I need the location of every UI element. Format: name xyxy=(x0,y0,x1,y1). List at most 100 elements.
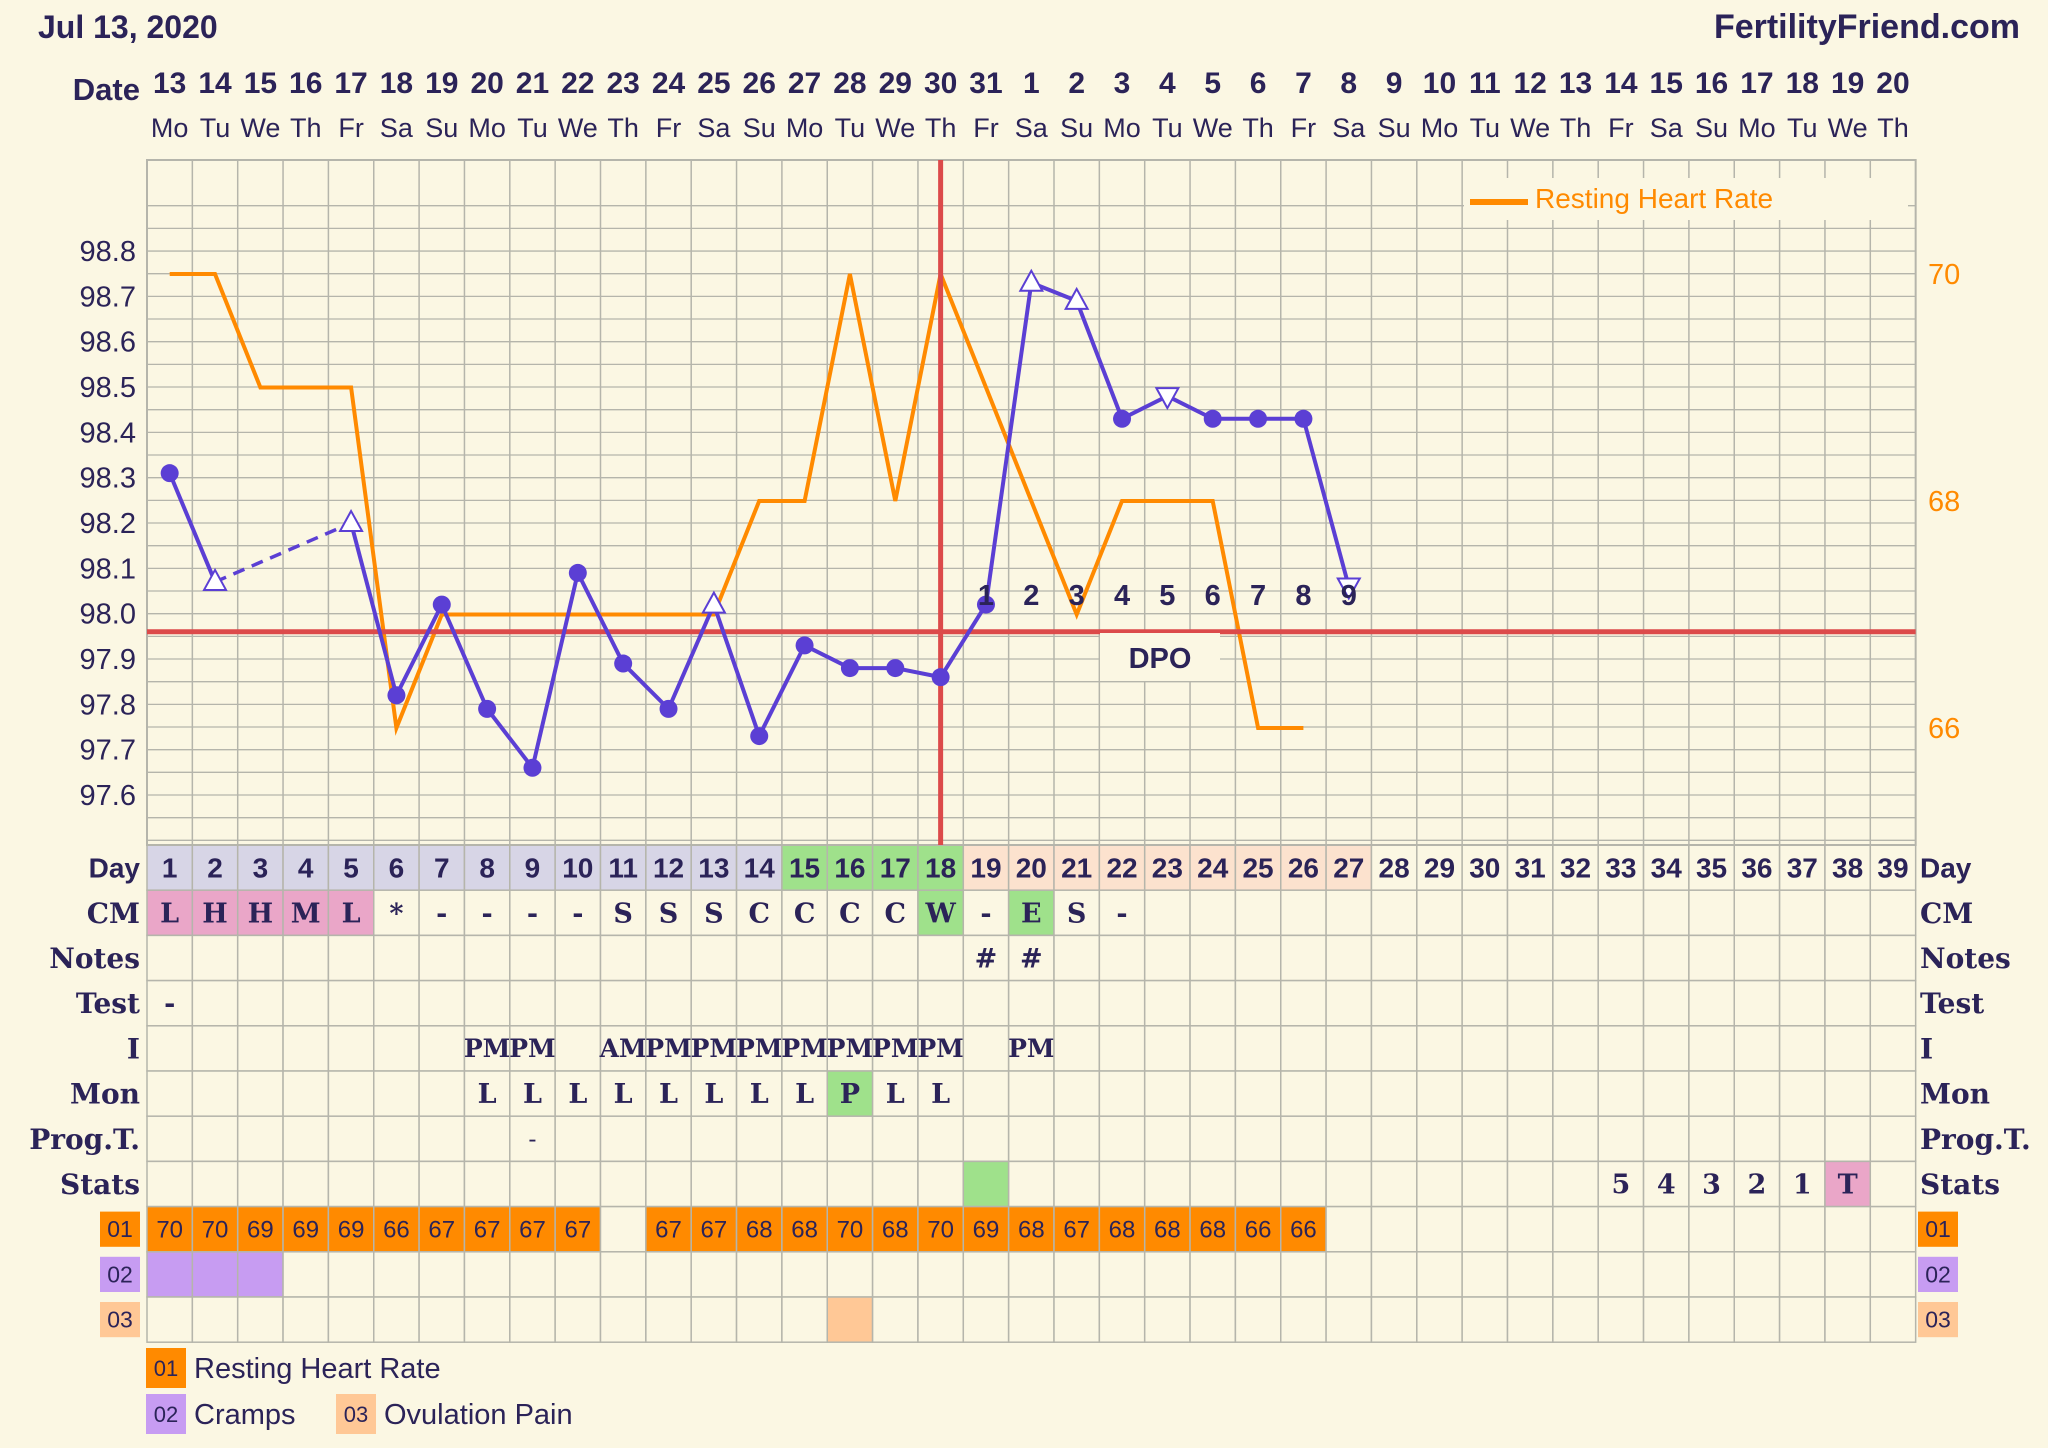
temp-point xyxy=(1113,409,1132,428)
legend-label: Resting Heart Rate xyxy=(194,1353,441,1385)
resting-heart-rate-row-cell xyxy=(1280,1205,1327,1253)
monitor-row-cell xyxy=(236,1070,284,1117)
day-row-value: 14 xyxy=(744,852,776,883)
cm-row-cell xyxy=(1869,889,1917,937)
resting-heart-rate-row-cell xyxy=(1778,1205,1826,1253)
intercourse-row-value: PM xyxy=(464,1034,510,1063)
resting-heart-rate-row-cell xyxy=(1824,1205,1872,1253)
resting-heart-rate-row-value: 69 xyxy=(247,1217,274,1244)
date-number: 18 xyxy=(380,67,413,100)
stats-row-cell xyxy=(418,1160,466,1208)
temp-point-triangle xyxy=(1336,577,1362,601)
test-row-cell xyxy=(1234,979,1282,1027)
prog-test-row-label-left: Prog.T. xyxy=(29,1123,140,1156)
monitor-row-cell xyxy=(463,1070,511,1117)
stats-row-cell xyxy=(1506,1160,1554,1208)
weekday-label: Sa xyxy=(1650,113,1684,143)
intercourse-row-cell xyxy=(1325,1025,1373,1072)
prog-test-row-cell xyxy=(735,1115,783,1163)
legend-code: 01 xyxy=(154,1356,178,1381)
weekday-label: Th xyxy=(1242,113,1274,143)
temp-line-segment xyxy=(757,644,807,737)
cm-row-cell xyxy=(1461,889,1509,937)
cm-row-cell xyxy=(1234,889,1282,937)
cramps-row-cell xyxy=(599,1251,647,1298)
stats-row-cell xyxy=(509,1160,556,1208)
ovulation-pain-row-cell xyxy=(871,1296,919,1343)
cramps-row-cell xyxy=(418,1251,466,1298)
cramps-row-cell xyxy=(463,1251,511,1298)
test-row-cell xyxy=(1007,979,1055,1027)
weekday-label: Sa xyxy=(380,113,414,143)
prog-test-row-cell xyxy=(871,1115,919,1163)
ovulation-pain-row-cell xyxy=(781,1296,829,1343)
monitor-row-cell xyxy=(1597,1070,1645,1117)
temp-line-segment xyxy=(1301,418,1351,588)
weekday-label: Fr xyxy=(1608,113,1633,143)
weekday-label: Sa xyxy=(697,113,731,143)
prog-test-row-cell xyxy=(1733,1115,1781,1163)
cm-row-value: H xyxy=(248,898,274,929)
prog-test-row-value: - xyxy=(528,1125,536,1153)
ovulation-pain-row-cell xyxy=(917,1296,965,1343)
temp-line-segment xyxy=(485,707,535,770)
y-tick-left: 97.8 xyxy=(80,689,136,721)
ovulation-pain-row-label-right: 03 xyxy=(1925,1307,1951,1333)
resting-heart-rate-row-cell xyxy=(1416,1205,1463,1253)
monitor-row-cell xyxy=(645,1070,692,1117)
test-row-cell xyxy=(1416,979,1463,1027)
intercourse-row-cell xyxy=(826,1025,874,1072)
date-number: 28 xyxy=(833,67,866,100)
test-row-cell xyxy=(1552,979,1599,1027)
date-number: 16 xyxy=(1695,67,1728,100)
weekday-label: Th xyxy=(1877,113,1909,143)
cramps-row-cell xyxy=(1370,1251,1418,1298)
heart-rate-line xyxy=(169,267,1304,736)
cm-row-cell xyxy=(1733,889,1781,937)
test-row-label-left: Test xyxy=(76,987,140,1020)
day-row-value: 17 xyxy=(880,852,911,883)
day-row-value: 9 xyxy=(525,852,541,883)
cm-row-value: L xyxy=(160,898,179,929)
notes-row-cell xyxy=(146,934,194,982)
stats-row-cell xyxy=(373,1160,420,1208)
y-tick-left: 97.7 xyxy=(80,735,136,767)
cramps-row-cell xyxy=(1416,1251,1463,1298)
cm-row-cell xyxy=(191,889,239,937)
cm-row-cell xyxy=(1325,889,1373,937)
date-number: 17 xyxy=(1740,67,1773,100)
intercourse-row-value: PM xyxy=(827,1034,873,1063)
cm-row-value: E xyxy=(1021,898,1042,929)
intercourse-row-cell xyxy=(418,1025,466,1072)
test-row-cell xyxy=(599,979,647,1027)
cramps-row-cell xyxy=(1733,1251,1781,1298)
notes-row-cell xyxy=(917,934,965,982)
date-number: 10 xyxy=(1423,67,1456,100)
monitor-row-cell xyxy=(1461,1070,1509,1117)
day-row-cell xyxy=(1869,844,1917,891)
temp-line-segment xyxy=(1074,300,1124,420)
intercourse-row-cell xyxy=(1234,1025,1282,1072)
date-number: 19 xyxy=(425,67,458,100)
stats-row-cell xyxy=(871,1160,919,1208)
temp-point xyxy=(614,654,633,673)
day-row-cell xyxy=(1189,844,1237,891)
ovulation-pain-row-cell xyxy=(282,1296,330,1343)
resting-heart-rate-row-value: 70 xyxy=(156,1217,183,1244)
monitor-row-value: L xyxy=(704,1079,723,1110)
notes-row-cell xyxy=(509,934,556,982)
cramps-row-cell xyxy=(781,1251,829,1298)
brand-name: FertilityFriend.com xyxy=(1714,8,2020,46)
test-row-cell xyxy=(191,979,239,1027)
ovulation-pain-row-cell xyxy=(1597,1296,1645,1343)
intercourse-row-cell xyxy=(282,1025,330,1072)
day-row-value: 10 xyxy=(562,852,593,883)
stats-row-cell xyxy=(1189,1160,1237,1208)
test-row-cell xyxy=(509,979,556,1027)
cm-row-cell xyxy=(1416,889,1463,937)
cramps-row-cell xyxy=(917,1251,965,1298)
legend-code: 02 xyxy=(154,1402,178,1427)
notes-row-cell xyxy=(1189,934,1237,982)
notes-row-cell xyxy=(191,934,239,982)
notes-row-cell xyxy=(463,934,511,982)
